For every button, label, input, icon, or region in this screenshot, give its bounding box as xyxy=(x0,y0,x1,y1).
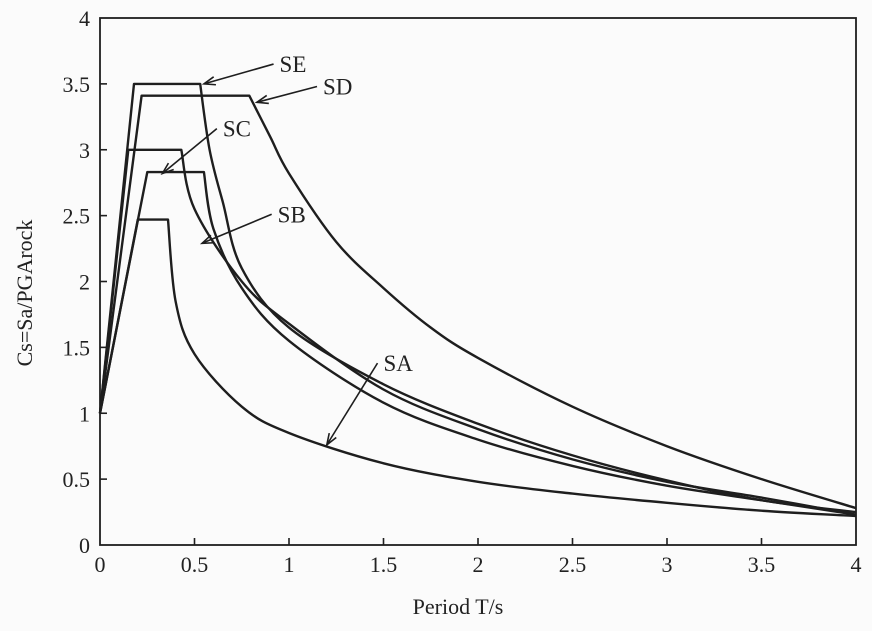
series-annotations: SE SD SC SB SA xyxy=(160,52,414,447)
series-label-se: SE xyxy=(280,52,307,77)
annotation-arrowhead xyxy=(160,162,174,175)
annotation-leader xyxy=(201,213,272,245)
annotation-leader xyxy=(161,128,218,175)
y-axis-ticks: 0 0.5 1 1.5 2 2.5 3 3.5 4 xyxy=(63,6,107,558)
x-tick-label: 1 xyxy=(284,552,295,577)
x-tick-label: 2.5 xyxy=(559,552,587,577)
plot-frame xyxy=(99,17,857,546)
annotation-leader xyxy=(256,85,318,104)
y-tick-label: 3.5 xyxy=(63,72,91,97)
y-tick-label: 0.5 xyxy=(63,467,91,492)
series-line-sa xyxy=(98,218,857,518)
x-tick-label: 3.5 xyxy=(748,552,776,577)
y-axis-label: Cs=Sa/PGArock xyxy=(12,220,37,367)
x-tick-label: 0 xyxy=(95,552,106,577)
series-label-sc: SC xyxy=(223,117,251,142)
x-tick-label: 3 xyxy=(662,552,673,577)
series-line-sb xyxy=(98,170,857,516)
y-tick-label: 2 xyxy=(79,270,90,295)
annotation-arrowhead xyxy=(325,432,337,447)
x-tick-label: 1.5 xyxy=(370,552,398,577)
series-label-sa: SA xyxy=(384,351,414,376)
y-tick-label: 1.5 xyxy=(63,335,91,360)
x-tick-label: 4 xyxy=(851,552,862,577)
annotation-arrowhead xyxy=(199,234,215,245)
series-line-sc xyxy=(98,148,857,516)
y-tick-label: 3 xyxy=(79,138,90,163)
annotation-arrowhead xyxy=(201,76,216,86)
spectrum-curves xyxy=(98,82,857,518)
series-line-se xyxy=(98,82,857,514)
y-tick-label: 4 xyxy=(79,6,90,31)
x-axis-label: Period T/s xyxy=(413,594,504,619)
series-label-sb: SB xyxy=(278,202,306,227)
annotation-leader xyxy=(203,63,274,85)
annotation-leader xyxy=(326,362,379,446)
series-line-sd xyxy=(98,94,857,510)
y-tick-label: 2.5 xyxy=(63,204,91,229)
x-axis-ticks: 0 0.5 1 1.5 2 2.5 3 3.5 4 xyxy=(95,538,862,577)
y-tick-label: 0 xyxy=(79,533,90,558)
y-tick-label: 1 xyxy=(79,401,90,426)
annotation-arrowhead xyxy=(254,94,269,105)
x-tick-label: 0.5 xyxy=(181,552,209,577)
x-tick-label: 2 xyxy=(473,552,484,577)
series-label-sd: SD xyxy=(323,74,352,99)
